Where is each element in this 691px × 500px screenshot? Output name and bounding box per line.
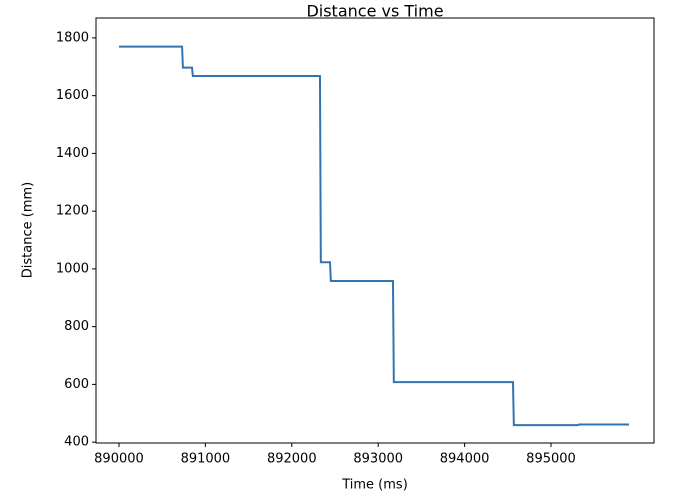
data-line [118,45,630,427]
x-tick-label: 891000 [181,452,231,467]
x-tick-label: 893000 [353,452,403,467]
y-axis-label: Distance (mm) [21,182,36,278]
y-tick-label: 1400 [56,146,89,161]
x-axis-label: Time (ms) [341,478,408,493]
chart-title: Distance vs Time [306,2,443,21]
y-tick-label: 1600 [56,88,89,103]
y-tick-label: 400 [64,435,89,450]
x-tick-label: 894000 [440,452,490,467]
y-tick-label: 1800 [56,30,89,45]
y-tick-label: 800 [64,319,89,334]
x-tick-label: 890000 [94,452,144,467]
x-tick-label: 892000 [267,452,317,467]
y-tick-label: 600 [64,377,89,392]
plot-frame [95,17,655,444]
y-tick-label: 1200 [56,204,89,219]
x-tick-label: 895000 [526,452,576,467]
y-tick-label: 1000 [56,261,89,276]
